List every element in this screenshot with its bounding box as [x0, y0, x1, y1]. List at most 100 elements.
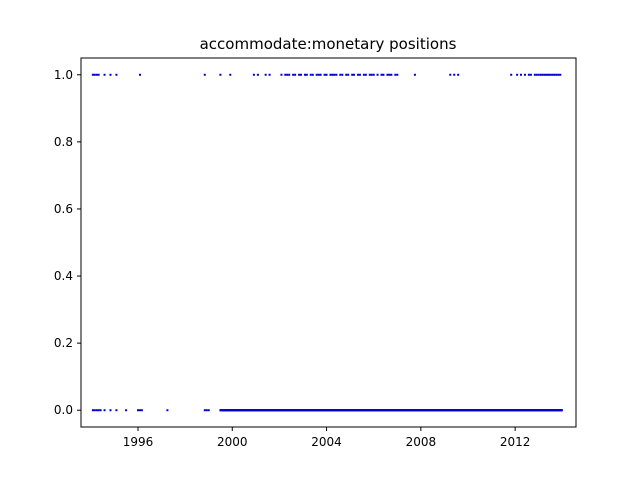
data-point-1 — [109, 73, 112, 76]
data-point-1 — [219, 73, 222, 76]
data-point-1 — [91, 73, 94, 76]
y-tick-label: 0.0 — [54, 403, 73, 417]
data-point-0 — [138, 409, 141, 412]
data-point-1 — [356, 73, 359, 76]
data-point-1 — [288, 73, 291, 76]
data-point-1 — [304, 73, 307, 76]
data-point-1 — [358, 73, 361, 76]
data-point-1 — [138, 73, 141, 76]
x-axis: 1996 2000 2004 2008 2012 — [123, 427, 531, 449]
data-point-1 — [323, 73, 326, 76]
data-point-1 — [555, 73, 558, 76]
data-point-1 — [559, 73, 562, 76]
data-point-1 — [537, 73, 540, 76]
data-point-1 — [280, 73, 283, 76]
data-point-1 — [305, 73, 308, 76]
data-point-1 — [370, 73, 373, 76]
data-point-1 — [364, 73, 367, 76]
data-point-0 — [125, 409, 128, 412]
data-point-1 — [352, 73, 355, 76]
data-point-1 — [543, 73, 546, 76]
data-point-1 — [264, 73, 267, 76]
x-tick-label: 2000 — [217, 435, 248, 449]
data-point-1 — [309, 73, 312, 76]
data-point-1 — [331, 73, 334, 76]
data-point-1 — [529, 73, 532, 76]
data-point-0 — [91, 409, 94, 412]
data-point-1 — [380, 73, 383, 76]
data-point-0 — [207, 409, 210, 412]
x-tick-label: 1996 — [123, 435, 154, 449]
data-point-0 — [99, 409, 102, 412]
data-point-1 — [372, 73, 375, 76]
data-point-0 — [97, 409, 100, 412]
data-point-1 — [351, 73, 354, 76]
data-point-1 — [457, 73, 460, 76]
data-point-1 — [317, 73, 320, 76]
y-tick-label: 0.8 — [54, 135, 73, 149]
data-point-1 — [341, 73, 344, 76]
data-point-1 — [523, 73, 526, 76]
data-point-1 — [539, 73, 542, 76]
data-point-1 — [390, 73, 393, 76]
data-point-1 — [345, 73, 348, 76]
data-point-1 — [115, 73, 118, 76]
data-point-1 — [298, 73, 301, 76]
data-point-0 — [103, 409, 106, 412]
y-tick-label: 0.2 — [54, 336, 73, 350]
data-point-1 — [449, 73, 452, 76]
data-point-0 — [93, 409, 96, 412]
data-point-1 — [103, 73, 106, 76]
data-point-1 — [300, 73, 303, 76]
data-point-1 — [527, 73, 530, 76]
data-point-0 — [136, 409, 139, 412]
data-point-1 — [557, 73, 560, 76]
data-point-1 — [335, 73, 338, 76]
data-point-1 — [396, 73, 399, 76]
data-point-1 — [319, 73, 322, 76]
data-point-0 — [115, 409, 118, 412]
data-point-1 — [516, 73, 519, 76]
data-point-0 — [109, 409, 112, 412]
data-point-1 — [388, 73, 391, 76]
chart-title: accommodate:monetary positions — [200, 35, 457, 53]
y-tick-label: 0.4 — [54, 269, 73, 283]
data-point-1 — [229, 73, 232, 76]
data-point-1 — [97, 73, 100, 76]
data-point-1 — [268, 73, 271, 76]
x-tick-label: 2008 — [406, 435, 437, 449]
data-point-1 — [535, 73, 538, 76]
data-point-1 — [453, 73, 456, 76]
data-point-1 — [368, 73, 371, 76]
x-tick-label: 2012 — [500, 435, 531, 449]
data-point-0 — [140, 409, 143, 412]
y-axis: 0.0 0.2 0.4 0.6 0.8 1.0 — [54, 68, 81, 417]
data-point-0 — [205, 409, 208, 412]
data-point-1 — [294, 73, 297, 76]
x-tick-label: 2004 — [311, 435, 342, 449]
data-point-1 — [329, 73, 332, 76]
data-point-1 — [286, 73, 289, 76]
data-point-1 — [333, 73, 336, 76]
data-point-1 — [520, 73, 523, 76]
chart-marks — [91, 73, 563, 412]
data-point-1 — [347, 73, 350, 76]
data-point-1 — [203, 73, 206, 76]
data-point-1 — [376, 73, 379, 76]
data-point-1 — [382, 73, 385, 76]
data-point-1 — [386, 73, 389, 76]
data-point-1 — [284, 73, 287, 76]
data-point-1 — [325, 73, 328, 76]
data-point-1 — [413, 73, 416, 76]
data-point-1 — [549, 73, 552, 76]
data-point-1 — [252, 73, 255, 76]
data-point-1 — [362, 73, 365, 76]
data-point-0 — [95, 409, 98, 412]
data-point-1 — [533, 73, 536, 76]
data-point-1 — [551, 73, 554, 76]
data-point-1 — [553, 73, 556, 76]
data-point-1 — [510, 73, 513, 76]
data-point-1 — [95, 73, 98, 76]
